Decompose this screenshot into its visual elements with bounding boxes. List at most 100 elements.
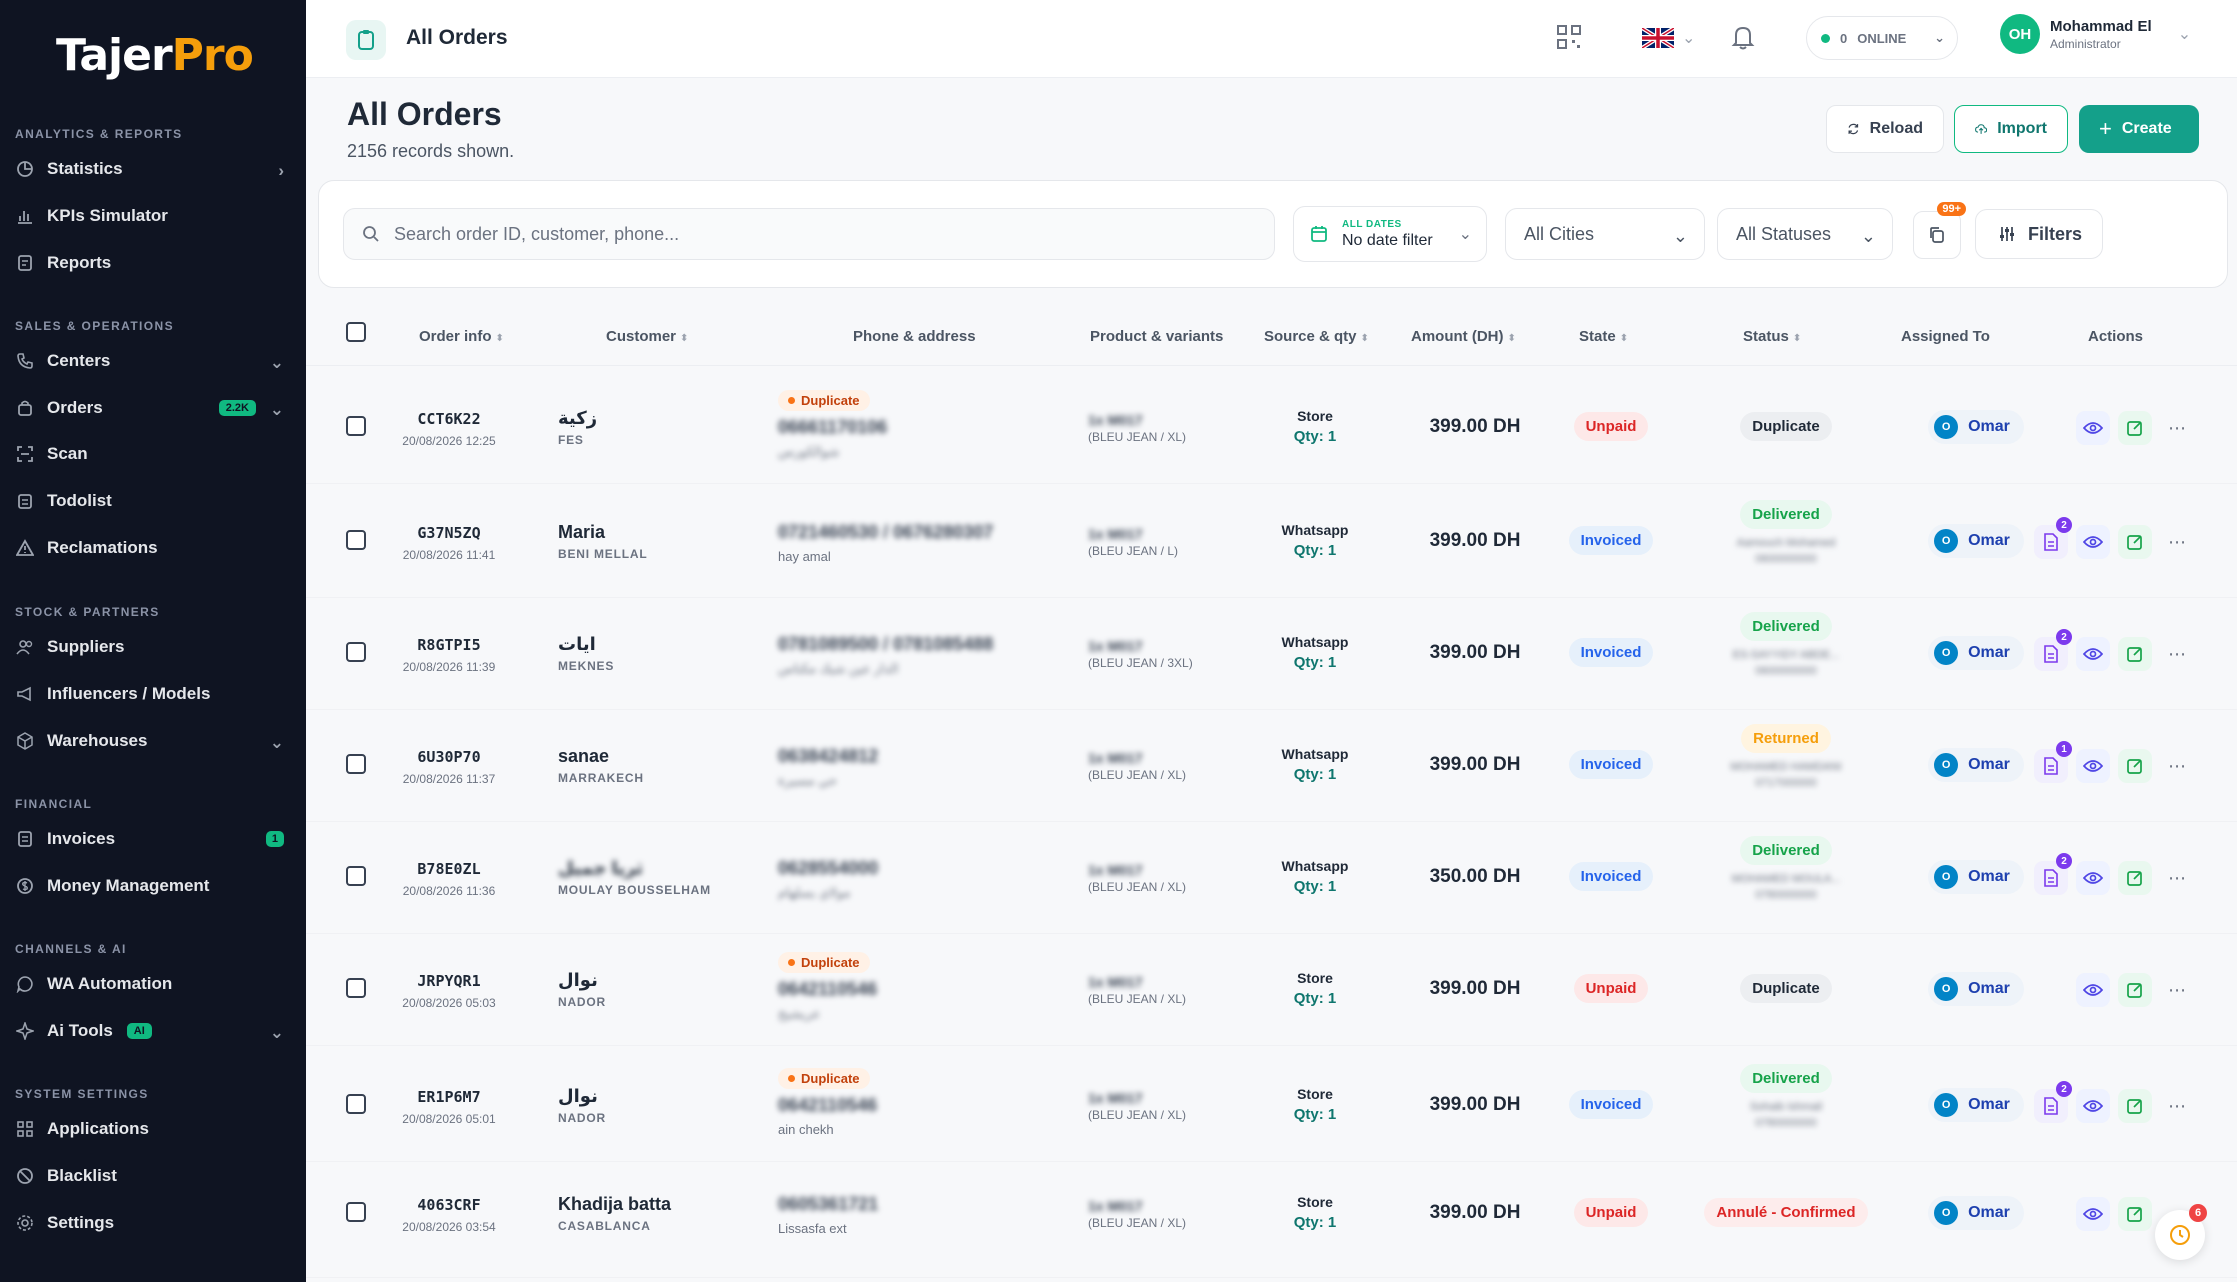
col-state[interactable]: State ⬍ bbox=[1579, 328, 1629, 345]
table-row[interactable]: G37N5ZQ 20/08/2026 11:41 Maria BENI MELLAL… bbox=[306, 486, 2237, 598]
assigned-agent[interactable]: O Omar bbox=[1928, 636, 2024, 670]
view-button[interactable] bbox=[2076, 749, 2110, 783]
status-badge[interactable]: Annulé - Confirmed bbox=[1704, 1198, 1868, 1227]
sidebar-item-reclamations[interactable]: Reclamations bbox=[0, 528, 306, 568]
invoice-doc-button[interactable]: 1 bbox=[2034, 741, 2072, 783]
table-row[interactable]: 6U30P70 20/08/2026 11:37 sanae MARRAKECH 0… bbox=[306, 710, 2237, 822]
col-status[interactable]: Status ⬍ bbox=[1743, 328, 1802, 345]
edit-button[interactable] bbox=[2118, 973, 2152, 1007]
sidebar-item-suppliers[interactable]: Suppliers bbox=[0, 627, 306, 667]
view-button[interactable] bbox=[2076, 411, 2110, 445]
sidebar-item-statistics[interactable]: Statistics › bbox=[0, 149, 306, 189]
search-box[interactable] bbox=[343, 208, 1275, 260]
more-icon[interactable]: ⋯ bbox=[2168, 643, 2186, 664]
edit-button[interactable] bbox=[2118, 525, 2152, 559]
order-id[interactable]: JRPYQR1 bbox=[417, 972, 481, 990]
sidebar-item-applications[interactable]: Applications bbox=[0, 1109, 306, 1149]
sidebar-item-blacklist[interactable]: Blacklist bbox=[0, 1156, 306, 1196]
col-amount[interactable]: Amount (DH) ⬍ bbox=[1411, 328, 1516, 345]
table-row[interactable]: ER1P6M7 20/08/2026 05:01 نوال NADOR Duplic… bbox=[306, 1050, 2237, 1162]
language-selector[interactable]: ⌄ bbox=[1642, 28, 1695, 48]
row-checkbox[interactable] bbox=[346, 754, 366, 774]
sidebar-item-centers[interactable]: Centers ⌄ bbox=[0, 341, 306, 381]
invoice-doc-button[interactable]: 2 bbox=[2034, 629, 2072, 671]
sidebar-item-settings[interactable]: Settings bbox=[0, 1203, 306, 1243]
sidebar-item-todolist[interactable]: Todolist bbox=[0, 481, 306, 521]
status-badge[interactable]: Duplicate bbox=[1740, 974, 1832, 1003]
table-row[interactable]: 4063CRF 20/08/2026 03:54 Khadija batta CAS… bbox=[306, 1166, 2237, 1278]
status-badge[interactable]: Delivered bbox=[1740, 836, 1832, 865]
status-badge[interactable]: Delivered bbox=[1740, 1064, 1832, 1093]
duplicates-button[interactable]: 99+ bbox=[1913, 202, 1966, 259]
filters-button[interactable]: Filters bbox=[1975, 209, 2103, 259]
table-row[interactable]: B78E0ZL 20/08/2026 11:36 ثريا جميل MOULAY … bbox=[306, 822, 2237, 934]
edit-button[interactable] bbox=[2118, 749, 2152, 783]
table-row[interactable]: JRPYQR1 20/08/2026 05:03 نوال NADOR Duplic… bbox=[306, 934, 2237, 1046]
order-id[interactable]: 6U30P70 bbox=[417, 748, 481, 766]
order-id[interactable]: R8GTPI5 bbox=[417, 636, 481, 654]
invoice-doc-button[interactable]: 2 bbox=[2034, 1081, 2072, 1123]
view-button[interactable] bbox=[2076, 1089, 2110, 1123]
edit-button[interactable] bbox=[2118, 1089, 2152, 1123]
invoice-doc-button[interactable]: 2 bbox=[2034, 853, 2072, 895]
col-source[interactable]: Source & qty ⬍ bbox=[1264, 328, 1369, 345]
status-badge[interactable]: Returned bbox=[1741, 724, 1831, 753]
qr-code-icon[interactable] bbox=[1556, 24, 1582, 55]
order-id[interactable]: G37N5ZQ bbox=[417, 524, 481, 542]
create-button[interactable]: + Create bbox=[2079, 105, 2199, 153]
select-all-checkbox[interactable] bbox=[346, 322, 366, 342]
date-filter[interactable]: ALL DATES No date filter ⌄ bbox=[1293, 206, 1487, 262]
status-badge[interactable]: Duplicate bbox=[1740, 412, 1832, 441]
sidebar-item-scan[interactable]: Scan bbox=[0, 434, 306, 474]
view-button[interactable] bbox=[2076, 525, 2110, 559]
import-button[interactable]: Import bbox=[1954, 105, 2068, 153]
status-badge[interactable]: Delivered bbox=[1740, 500, 1832, 529]
row-checkbox[interactable] bbox=[346, 416, 366, 436]
row-checkbox[interactable] bbox=[346, 1202, 366, 1222]
sidebar-item-kpis[interactable]: KPIs Simulator bbox=[0, 196, 306, 236]
col-customer[interactable]: Customer ⬍ bbox=[606, 328, 689, 345]
sidebar-item-orders[interactable]: Orders 2.2K ⌄ bbox=[0, 388, 306, 428]
sidebar-item-invoices[interactable]: Invoices 1 bbox=[0, 819, 306, 859]
edit-button[interactable] bbox=[2118, 1197, 2152, 1231]
edit-button[interactable] bbox=[2118, 861, 2152, 895]
sidebar-item-ai-tools[interactable]: Ai Tools AI ⌄ bbox=[0, 1011, 306, 1051]
online-status[interactable]: 0 ONLINE ⌄ bbox=[1806, 16, 1958, 60]
sidebar-item-money[interactable]: Money Management bbox=[0, 866, 306, 906]
table-row[interactable]: CCT6K22 20/08/2026 12:25 زكية FES Duplicat… bbox=[306, 372, 2237, 484]
city-select[interactable]: All Cities ⌄ bbox=[1505, 208, 1705, 260]
row-checkbox[interactable] bbox=[346, 642, 366, 662]
sidebar-item-reports[interactable]: Reports bbox=[0, 243, 306, 283]
col-order-info[interactable]: Order info ⬍ bbox=[419, 328, 504, 345]
more-icon[interactable]: ⋯ bbox=[2168, 867, 2186, 888]
order-id[interactable]: ER1P6M7 bbox=[417, 1088, 481, 1106]
edit-button[interactable] bbox=[2118, 637, 2152, 671]
bell-icon[interactable] bbox=[1730, 23, 1756, 56]
view-button[interactable] bbox=[2076, 637, 2110, 671]
status-select[interactable]: All Statuses ⌄ bbox=[1717, 208, 1893, 260]
row-checkbox[interactable] bbox=[346, 1094, 366, 1114]
edit-button[interactable] bbox=[2118, 411, 2152, 445]
assigned-agent[interactable]: O Omar bbox=[1928, 1088, 2024, 1122]
view-button[interactable] bbox=[2076, 1197, 2110, 1231]
view-button[interactable] bbox=[2076, 861, 2110, 895]
row-checkbox[interactable] bbox=[346, 978, 366, 998]
user-menu[interactable]: OH Mohammad El Administrator ⌄ bbox=[2000, 14, 2191, 54]
assigned-agent[interactable]: O Omar bbox=[1928, 860, 2024, 894]
row-checkbox[interactable] bbox=[346, 866, 366, 886]
assigned-agent[interactable]: O Omar bbox=[1928, 524, 2024, 558]
assigned-agent[interactable]: O Omar bbox=[1928, 1196, 2024, 1230]
sidebar-item-wa-automation[interactable]: WA Automation bbox=[0, 964, 306, 1004]
more-icon[interactable]: ⋯ bbox=[2168, 755, 2186, 776]
status-badge[interactable]: Delivered bbox=[1740, 612, 1832, 641]
sidebar-item-influencers[interactable]: Influencers / Models bbox=[0, 674, 306, 714]
search-input[interactable] bbox=[394, 223, 1244, 245]
row-checkbox[interactable] bbox=[346, 530, 366, 550]
more-icon[interactable]: ⋯ bbox=[2168, 1095, 2186, 1116]
more-icon[interactable]: ⋯ bbox=[2168, 531, 2186, 552]
order-id[interactable]: CCT6K22 bbox=[417, 410, 481, 428]
view-button[interactable] bbox=[2076, 973, 2110, 1007]
assigned-agent[interactable]: O Omar bbox=[1928, 972, 2024, 1006]
order-id[interactable]: B78E0ZL bbox=[417, 860, 481, 878]
assigned-agent[interactable]: O Omar bbox=[1928, 410, 2024, 444]
